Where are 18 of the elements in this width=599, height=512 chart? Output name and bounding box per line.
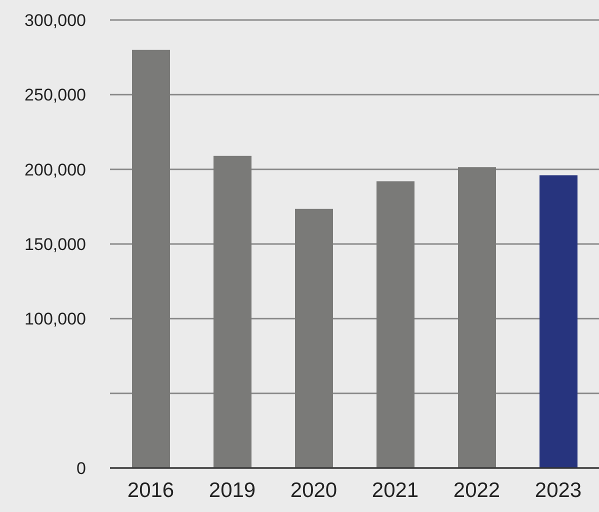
x-tick-label: 2022 — [453, 478, 500, 502]
y-tick-label: 0 — [76, 459, 86, 478]
y-tick-label: 200,000 — [24, 160, 86, 180]
x-tick-label: 2019 — [208, 478, 256, 502]
x-tick-label: 2020 — [290, 478, 338, 502]
bar — [376, 181, 414, 468]
bar — [540, 175, 578, 468]
y-tick-label: 150,000 — [24, 235, 86, 254]
x-tick-label: 2021 — [372, 478, 419, 502]
bar — [132, 50, 170, 468]
bar — [295, 208, 333, 468]
y-tick-label: 300,000 — [24, 11, 86, 30]
x-tick-label: 2016 — [127, 478, 174, 502]
y-tick-label: 250,000 — [24, 86, 86, 105]
y-tick-label: 100,000 — [24, 310, 86, 329]
bar — [214, 156, 252, 468]
bar — [458, 167, 496, 468]
x-tick-label: 2023 — [534, 478, 582, 502]
